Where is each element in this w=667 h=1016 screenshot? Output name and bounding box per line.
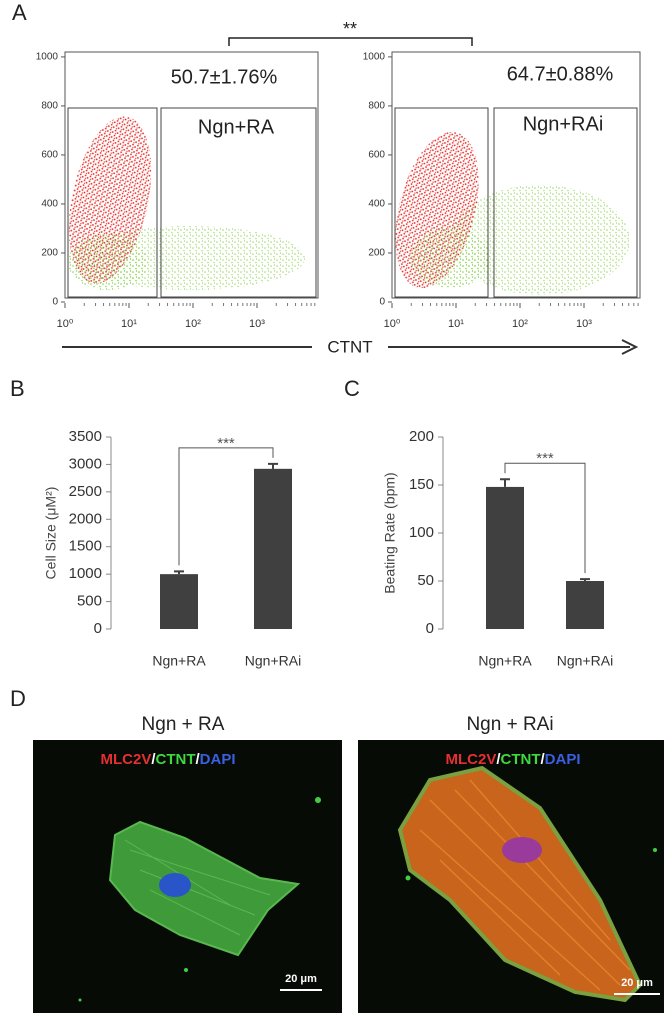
significance-label: *** [217, 435, 235, 452]
bar [254, 468, 292, 629]
y-axis-label: Cell Size (μM²) [43, 487, 59, 580]
x-tick-label: 10² [185, 318, 201, 330]
bar [160, 574, 198, 629]
y-tick-label: 800 [368, 101, 385, 112]
y-tick-label: 500 [77, 593, 102, 610]
gate [394, 107, 489, 298]
y-tick-label: 1500 [69, 538, 102, 555]
significance-bracket [504, 462, 586, 574]
panel-label: B [10, 376, 25, 401]
y-tick-label: 400 [368, 199, 385, 210]
x-tick-label: 10⁰ [57, 318, 74, 330]
stain-legend: MLC2V/CTNT/DAPI [445, 751, 580, 768]
stain-separator: / [196, 751, 201, 768]
y-tick-label: 0 [94, 620, 102, 637]
y-tick-label: 100 [409, 524, 434, 541]
x-tick-label: Ngn+RAi [245, 653, 301, 669]
stain-label: CTNT [156, 751, 196, 768]
x-tick-label: 10⁰ [384, 318, 401, 330]
micrograph: Ngn + RA MLC2V/CTNT/DAPI 20 μm [33, 714, 342, 1013]
stain-label: DAPI [545, 751, 581, 768]
y-tick-label: 200 [41, 248, 58, 259]
error-bar [500, 478, 510, 487]
stain-label: CTNT [501, 751, 541, 768]
significance-bracket [178, 447, 274, 566]
label-background [312, 337, 388, 357]
significance-label: ** [343, 19, 357, 39]
y-tick-label: 600 [368, 150, 385, 161]
y-axis-label: Beating Rate (bpm) [382, 472, 398, 593]
annotation: 64.7±0.88% [507, 63, 614, 85]
micrograph: Ngn + RAi MLC2V/CTNT/DAPI 20 μm [358, 714, 664, 1013]
x-tick-label: Ngn+RA [152, 653, 206, 669]
y-tick-label: 400 [41, 199, 58, 210]
panel-label: A [12, 0, 27, 25]
x-tick-label: 10¹ [448, 318, 464, 330]
y-tick-label: 1000 [36, 52, 59, 63]
y-tick-label: 2500 [69, 483, 102, 500]
y-tick-label: 200 [409, 428, 434, 445]
stain-label: DAPI [200, 751, 236, 768]
y-tick-label: 3500 [69, 428, 102, 445]
y-tick-label: 1000 [363, 52, 386, 63]
y-tick-label: 3000 [69, 455, 102, 472]
x-tick-label: 10¹ [121, 318, 137, 330]
gate [160, 107, 317, 298]
plot-frame [64, 51, 319, 299]
x-tick-label: Ngn+RAi [557, 653, 613, 669]
stain-label: MLC2V [445, 751, 496, 768]
gate [493, 107, 638, 298]
plot-frame [391, 51, 641, 299]
x-tick-label: Ngn+RA [478, 653, 532, 669]
error-bar [268, 462, 278, 469]
panel-label: D [10, 686, 26, 711]
scale-bar-label: 20 μm [285, 973, 317, 985]
image-title: Ngn + RAi [466, 714, 553, 735]
stain-legend: MLC2V/CTNT/DAPI [100, 751, 235, 768]
arrow-head [621, 339, 639, 355]
panel-label: C [344, 376, 360, 401]
annotation: Ngn+RA [198, 116, 275, 138]
stain-separator: / [496, 751, 501, 768]
error-bar [174, 570, 184, 575]
x-tick-label: 10³ [576, 318, 592, 330]
y-tick-label: 50 [417, 572, 434, 589]
stain-separator: / [151, 751, 156, 768]
y-tick-label: 800 [41, 101, 58, 112]
gate [67, 107, 158, 298]
y-tick-label: 1000 [69, 565, 102, 582]
y-tick-label: 150 [409, 476, 434, 493]
y-tick-label: 2000 [69, 510, 102, 527]
y-tick-label: 0 [379, 297, 385, 308]
y-tick-label: 200 [368, 248, 385, 259]
y-tick-label: 0 [52, 297, 58, 308]
x-axis-label: CTNT [327, 337, 372, 356]
scale-bar-label: 20 μm [621, 977, 653, 989]
error-bar [580, 578, 590, 581]
x-tick-label: 10³ [249, 318, 265, 330]
stain-label: MLC2V [100, 751, 151, 768]
cell-density-clouds [68, 116, 630, 295]
bar [486, 486, 524, 629]
x-tick-label: 10² [512, 318, 528, 330]
stain-separator: / [541, 751, 546, 768]
significance-bracket [228, 37, 473, 46]
significance-label: *** [536, 450, 554, 467]
bar [566, 581, 604, 629]
y-tick-label: 0 [426, 620, 434, 637]
annotation: 50.7±1.76% [171, 66, 278, 88]
annotation: Ngn+RAi [523, 113, 604, 135]
image-title: Ngn + RA [142, 714, 225, 735]
y-tick-label: 600 [41, 150, 58, 161]
